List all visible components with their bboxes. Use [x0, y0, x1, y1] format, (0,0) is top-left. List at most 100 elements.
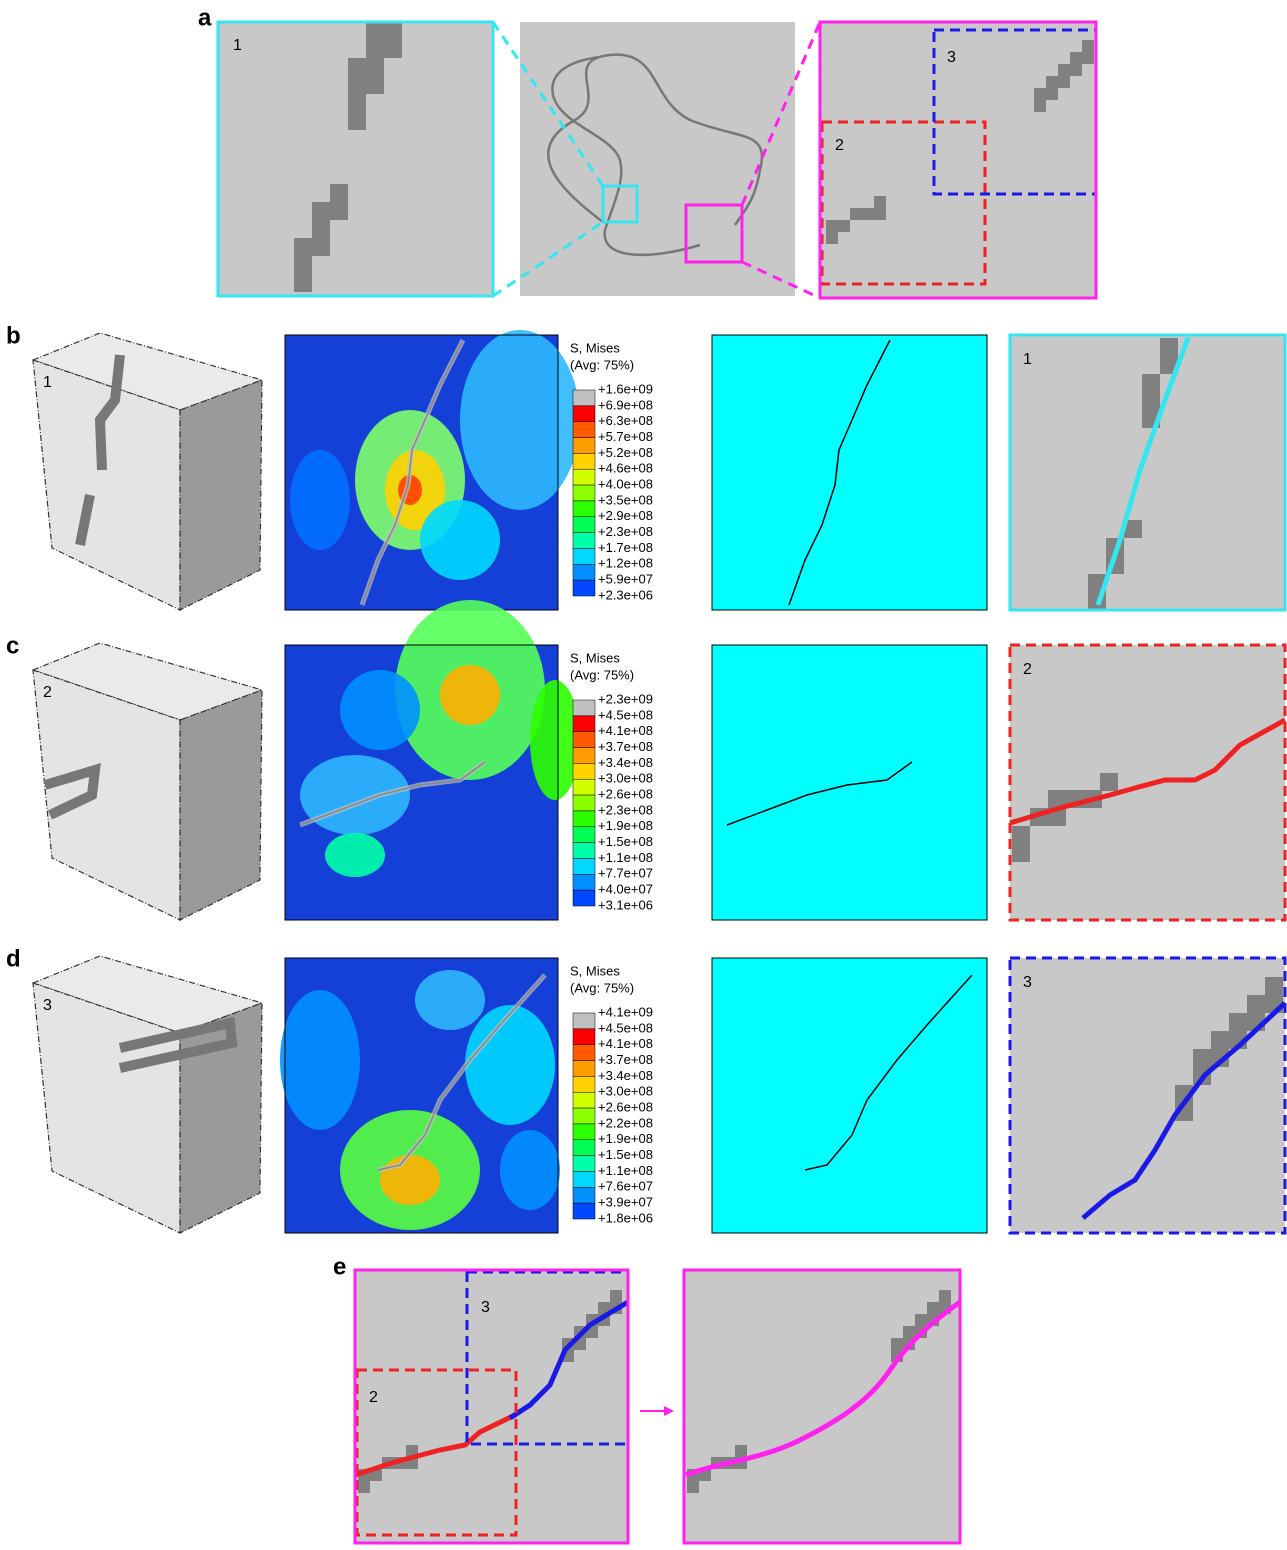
contour-region — [290, 450, 350, 550]
pixel — [915, 1314, 927, 1326]
legend-swatch — [573, 843, 595, 859]
legend-swatch — [573, 1108, 595, 1124]
contour-region — [280, 990, 360, 1130]
legend-swatch — [573, 1124, 595, 1140]
legend-swatch — [573, 580, 595, 596]
legend-swatch — [573, 795, 595, 811]
contour-region — [340, 670, 420, 750]
pixel — [1247, 995, 1265, 1013]
legend-tick-label: +3.4e+08 — [598, 1068, 653, 1083]
pixel — [1070, 64, 1082, 76]
pixel — [366, 40, 384, 58]
mesh-background — [712, 958, 987, 1233]
legend-tick-label: +2.3e+09 — [598, 691, 653, 706]
zoom-label: 3 — [1023, 974, 1032, 991]
legend-swatch — [573, 811, 595, 827]
pixel — [1070, 52, 1082, 64]
pixel — [838, 220, 850, 232]
legend-tick-label: +6.3e+08 — [598, 413, 653, 428]
pixel — [330, 202, 348, 220]
contour-region — [380, 1155, 440, 1205]
legend-tick-label: +1.2e+08 — [598, 556, 653, 571]
contour-region — [325, 833, 385, 877]
pixel — [1046, 88, 1058, 100]
pixel — [1211, 1031, 1229, 1049]
legend-tick-label: +1.1e+08 — [598, 850, 653, 865]
legend-swatch — [573, 1061, 595, 1077]
legend-swatch — [573, 1187, 595, 1203]
pixel — [1034, 88, 1046, 100]
panel-label: c — [6, 632, 19, 659]
pixel — [1058, 76, 1070, 88]
legend-tick-label: +7.7e+07 — [598, 866, 653, 881]
pixel — [1229, 1013, 1247, 1031]
pixel — [939, 1290, 951, 1302]
pixel — [366, 22, 384, 40]
legend-swatch — [573, 517, 595, 533]
legend-tick-label: +2.3e+06 — [598, 587, 653, 602]
legend-swatch — [573, 1076, 595, 1092]
legend-tick-label: +4.5e+08 — [598, 707, 653, 722]
pixel — [610, 1290, 622, 1302]
legend-tick-label: +1.7e+08 — [598, 540, 653, 555]
legend-swatch — [573, 1203, 595, 1219]
pixel — [1034, 100, 1046, 112]
legend-tick-label: +3.5e+08 — [598, 492, 653, 507]
panel-e: 32 — [355, 1270, 960, 1543]
legend-tick-label: +2.9e+08 — [598, 508, 653, 523]
zoom-label: 2 — [1023, 661, 1032, 678]
legend-tick-label: +5.9e+07 — [598, 572, 653, 587]
legend-swatch — [573, 1045, 595, 1061]
legend-swatch — [573, 1029, 595, 1045]
pixel — [384, 22, 402, 40]
pixel — [384, 40, 402, 58]
legend-swatch — [573, 779, 595, 795]
legend-tick-label: +6.9e+08 — [598, 397, 653, 412]
legend-swatch — [573, 1156, 595, 1172]
pixel — [294, 256, 312, 274]
legend-swatch — [573, 763, 595, 779]
pixel — [1082, 40, 1094, 52]
panel-label: d — [6, 945, 21, 972]
pixel — [826, 220, 838, 232]
panel-label: a — [198, 4, 212, 31]
pixel — [312, 238, 330, 256]
zoom-label: 3 — [947, 49, 956, 66]
panel-label: e — [333, 1253, 346, 1280]
pixel — [826, 232, 838, 244]
pixel — [1142, 392, 1160, 410]
legend-tick-label: +4.0e+07 — [598, 882, 653, 897]
contour-region — [500, 1130, 560, 1210]
zoom-label: 1 — [233, 37, 242, 54]
pixel — [330, 184, 348, 202]
contour-region — [415, 970, 485, 1030]
page: { "panel_a": {"label": "a", "zoom_left_l… — [0, 0, 1287, 1545]
legend-tick-label: +5.7e+08 — [598, 429, 653, 444]
pixel — [927, 1302, 939, 1314]
pixel — [1265, 977, 1283, 995]
zoom-label: 2 — [369, 1389, 378, 1406]
pixel — [903, 1326, 915, 1338]
legend-tick-label: +7.6e+07 — [598, 1179, 653, 1194]
block-label: 3 — [43, 997, 52, 1014]
legend-tick-label: +2.3e+08 — [598, 524, 653, 539]
contour-region — [460, 330, 580, 510]
legend-tick-label: +1.1e+08 — [598, 1163, 653, 1178]
legend-title: S, Mises — [570, 340, 620, 355]
pixel — [312, 220, 330, 238]
pixel — [294, 238, 312, 256]
pixel — [1193, 1049, 1211, 1067]
arrow-head — [664, 1406, 674, 1416]
contour-region — [420, 500, 500, 580]
zoom-background — [820, 22, 1096, 298]
pixel — [1142, 374, 1160, 392]
pixel — [735, 1445, 747, 1457]
pixel — [358, 1481, 370, 1493]
legend-swatch — [573, 732, 595, 748]
legend-swatch — [573, 453, 595, 469]
legend-swatch — [573, 1013, 595, 1029]
legend-tick-label: +2.2e+08 — [598, 1115, 653, 1130]
legend-swatch — [573, 748, 595, 764]
pixel — [366, 76, 384, 94]
legend-title: S, Mises — [570, 650, 620, 665]
